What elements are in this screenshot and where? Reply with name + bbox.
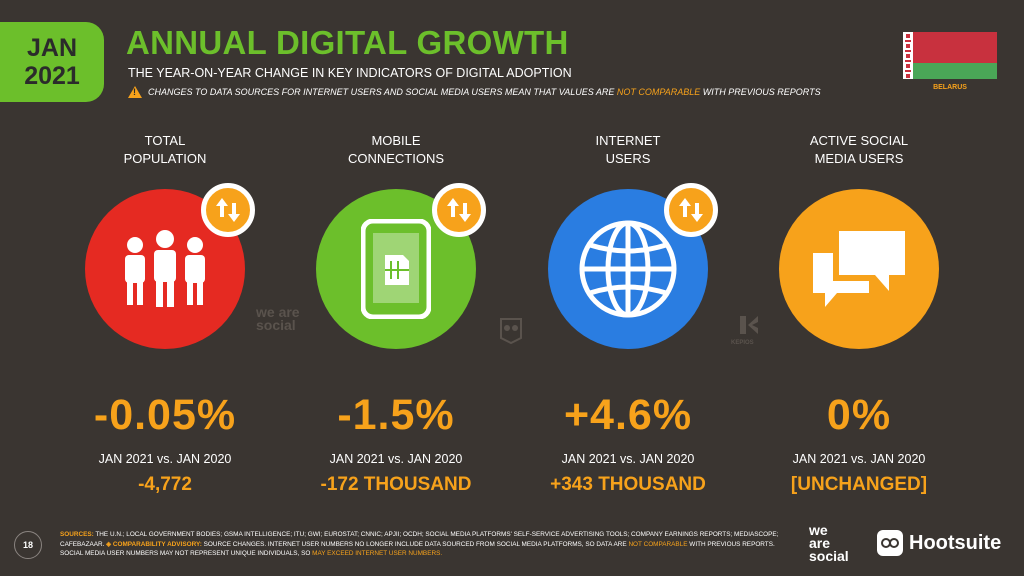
globe-icon bbox=[579, 220, 677, 318]
hootsuite-logo: Hootsuite bbox=[877, 530, 1001, 556]
indicator-label: ACTIVE SOCIAL MEDIA USERS bbox=[809, 133, 909, 166]
social-circle bbox=[779, 189, 939, 349]
date-badge: JAN 2021 bbox=[0, 22, 104, 102]
indicator-internet-users: INTERNET USERS +4.6% JAN 2021 vs. JAN 20… bbox=[512, 132, 744, 496]
footer-sources: SOURCES: THE U.N.; LOCAL GOVERNMENT BODI… bbox=[60, 531, 779, 557]
indicator-change: -4,772 bbox=[138, 474, 192, 495]
warning-icon bbox=[128, 86, 142, 98]
page-title: ANNUAL DIGITAL GROWTH bbox=[126, 24, 569, 61]
indicator-label: INTERNET USERS bbox=[595, 133, 661, 166]
chat-bubbles-icon bbox=[813, 231, 905, 307]
belarus-flag-icon bbox=[903, 32, 997, 79]
mobile-sim-icon bbox=[361, 219, 431, 319]
date-month: JAN bbox=[26, 34, 77, 62]
people-icon bbox=[125, 230, 205, 307]
kepios-logo-icon bbox=[740, 316, 758, 334]
indicator-value: -0.05% bbox=[93, 391, 237, 439]
indicator-change: +343 THOUSAND bbox=[550, 474, 706, 495]
hootsuite-owl-icon bbox=[877, 530, 903, 556]
indicator-value: 0% bbox=[826, 391, 892, 439]
owl-watermark-icon bbox=[500, 318, 522, 344]
indicator-change: [UNCHANGED] bbox=[790, 474, 928, 495]
indicator-active-social-media-users: ACTIVE SOCIAL MEDIA USERS 0% JAN 2021 vs… bbox=[743, 132, 975, 496]
warning-text-suffix: WITH PREVIOUS REPORTS bbox=[700, 87, 821, 97]
comparability-warning: CHANGES TO DATA SOURCES FOR INTERNET USE… bbox=[128, 86, 821, 98]
indicator-label: MOBILE CONNECTIONS bbox=[347, 133, 445, 166]
up-down-arrows-icon bbox=[201, 183, 255, 237]
indicator-mobile-connections: MOBILE CONNECTIONS -1.5% JAN 2021 vs. JA… bbox=[280, 132, 512, 496]
page-subtitle: THE YEAR-ON-YEAR CHANGE IN KEY INDICATOR… bbox=[128, 66, 572, 80]
indicator-comparison: JAN 2021 vs. JAN 2020 bbox=[792, 452, 926, 466]
date-year: 2021 bbox=[24, 62, 80, 90]
we-are-social-logo: we are social bbox=[809, 522, 849, 564]
country-label: BELARUS bbox=[933, 84, 967, 91]
indicator-comparison: JAN 2021 vs. JAN 2020 bbox=[329, 452, 463, 466]
up-down-arrows-icon bbox=[664, 183, 718, 237]
indicator-comparison: JAN 2021 vs. JAN 2020 bbox=[98, 452, 232, 466]
up-down-arrows-icon bbox=[432, 183, 486, 237]
indicator-comparison: JAN 2021 vs. JAN 2020 bbox=[561, 452, 695, 466]
warning-text-prefix: CHANGES TO DATA SOURCES FOR INTERNET USE… bbox=[148, 87, 617, 97]
indicator-change: -172 THOUSAND bbox=[320, 474, 472, 495]
page-number: 18 bbox=[14, 531, 42, 559]
mobile-circle bbox=[316, 189, 476, 349]
indicator-value: +4.6% bbox=[563, 391, 693, 439]
we-are-social-watermark: we are social bbox=[256, 304, 300, 333]
indicator-total-population: TOTAL POPULATION -0.05% JAN 2021 vs. JAN… bbox=[49, 132, 281, 496]
indicator-label: TOTAL POPULATION bbox=[123, 133, 207, 166]
warning-highlight: NOT COMPARABLE bbox=[616, 87, 701, 97]
indicator-value: -1.5% bbox=[337, 391, 455, 439]
kepios-watermark: KEPIOS bbox=[731, 340, 754, 346]
